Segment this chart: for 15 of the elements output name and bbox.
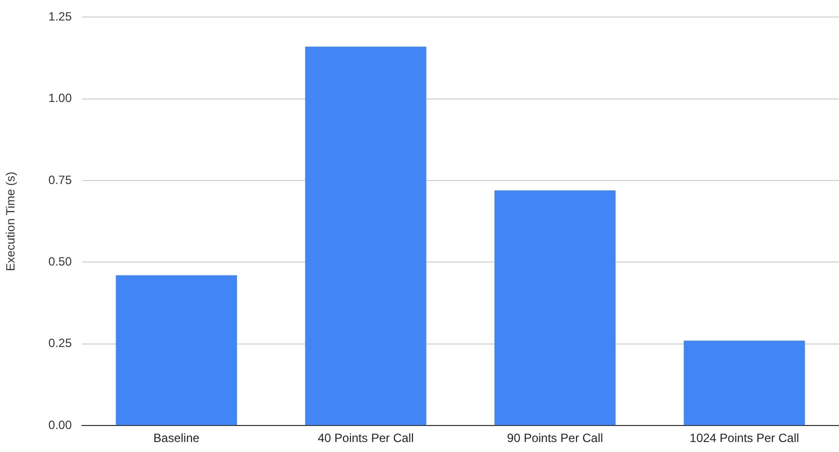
y-tick-label: 1.25 xyxy=(48,10,72,24)
bar xyxy=(494,190,616,426)
bar xyxy=(116,275,237,426)
bar xyxy=(684,340,805,426)
y-axis-title: Execution Time (s) xyxy=(4,172,18,272)
x-tick-label: Baseline xyxy=(153,431,200,446)
y-tick-label: 0.25 xyxy=(48,336,72,350)
y-tick-label: 1.00 xyxy=(48,91,72,106)
bar xyxy=(305,46,426,426)
y-tick-label: 0.50 xyxy=(48,254,72,269)
x-tick-label: 90 Points Per Call xyxy=(507,431,604,446)
x-tick-label: 1024 Points Per Call xyxy=(690,431,800,446)
y-tick-label: 0.00 xyxy=(48,418,72,432)
x-tick-label: 40 Points Per Call xyxy=(318,431,414,446)
y-tick-label: 0.75 xyxy=(48,172,72,187)
